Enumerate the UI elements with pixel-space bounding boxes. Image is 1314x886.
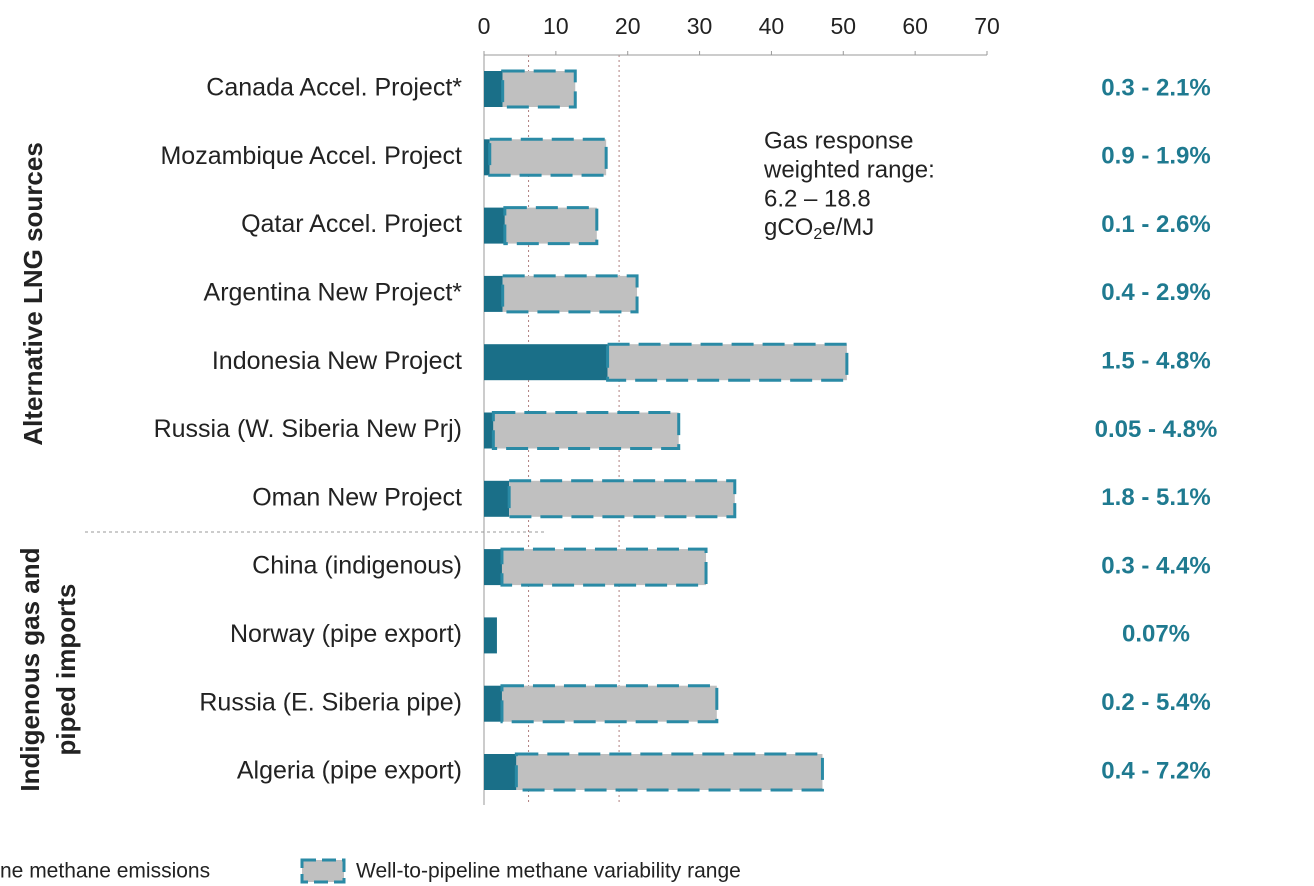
category-label: Russia (E. Siberia pipe) — [199, 688, 462, 716]
range-bar — [501, 274, 639, 314]
group-label: Alternative LNG sources — [18, 142, 48, 445]
emission-bar — [484, 754, 517, 790]
group-label: Indigenous gas and — [15, 547, 45, 791]
x-tick-label: 0 — [478, 13, 491, 39]
legend-label: ne methane emissions — [0, 860, 210, 883]
category-label: Norway (pipe export) — [230, 620, 462, 648]
range-label: 0.9 - 1.9% — [1101, 143, 1210, 170]
range-label: 0.2 - 5.4% — [1101, 689, 1210, 716]
category-label: Algeria (pipe export) — [237, 757, 462, 785]
emission-bar — [484, 275, 503, 312]
category-label: Oman New Project — [252, 483, 462, 511]
range-bar — [514, 752, 824, 792]
legend-swatch — [300, 858, 346, 884]
emission-bar — [484, 412, 494, 449]
category-label: Indonesia New Project — [212, 347, 462, 375]
range-label: 0.05 - 4.8% — [1095, 416, 1218, 443]
range-label: 0.07% — [1122, 621, 1190, 648]
x-tick-label: 20 — [615, 13, 641, 39]
range-bar — [501, 69, 577, 109]
legend-label: Well-to-pipeline methane variability ran… — [356, 860, 741, 883]
emission-bar — [484, 480, 510, 517]
range-bar — [500, 684, 719, 724]
range-label: 0.4 - 2.9% — [1101, 279, 1210, 306]
range-label: 0.3 - 4.4% — [1101, 552, 1210, 579]
x-tick-label: 40 — [759, 13, 785, 39]
range-bar — [491, 411, 681, 450]
category-label: Argentina New Project* — [204, 279, 463, 307]
x-tick-label: 30 — [687, 13, 713, 39]
emission-bar — [484, 344, 608, 381]
emission-bar — [484, 685, 502, 722]
unit-base: gCO — [764, 214, 813, 241]
emission-bar — [484, 139, 490, 176]
group-label: piped imports — [51, 584, 81, 756]
range-bar — [507, 479, 737, 519]
range-label: 0.1 - 2.6% — [1101, 211, 1210, 238]
range-label: 1.5 - 4.8% — [1101, 348, 1210, 375]
category-label: Canada Accel. Project* — [206, 74, 462, 102]
emission-bar — [484, 207, 505, 244]
emission-bar — [484, 71, 503, 107]
unit-rest: e/MJ — [822, 214, 874, 241]
annotation: 6.2 – 18.8 — [764, 185, 871, 212]
range-bar — [606, 342, 849, 382]
x-tick-label: 50 — [830, 13, 856, 39]
category-label: Russia (W. Siberia New Prj) — [154, 415, 462, 443]
x-tick-label: 70 — [974, 13, 1000, 39]
range-label: 1.8 - 5.1% — [1101, 484, 1210, 511]
x-tick-label: 10 — [543, 13, 569, 39]
range-bar — [503, 206, 599, 246]
category-label: China (indigenous) — [252, 552, 462, 580]
unit-sub: 2 — [813, 226, 822, 243]
annotation: weighted range: — [763, 156, 935, 183]
x-tick-label: 60 — [902, 13, 928, 39]
range-label: 0.4 - 7.2% — [1101, 757, 1210, 784]
emission-bar — [484, 617, 497, 654]
category-label: Qatar Accel. Project — [241, 210, 462, 238]
annotation-unit: gCO2e/MJ — [764, 214, 874, 243]
range-label: 0.3 - 2.1% — [1101, 74, 1210, 101]
emission-bar — [484, 549, 502, 586]
range-bar — [500, 547, 708, 587]
range-bar — [488, 137, 608, 177]
category-label: Mozambique Accel. Project — [160, 142, 462, 170]
annotation: Gas response — [764, 127, 913, 154]
